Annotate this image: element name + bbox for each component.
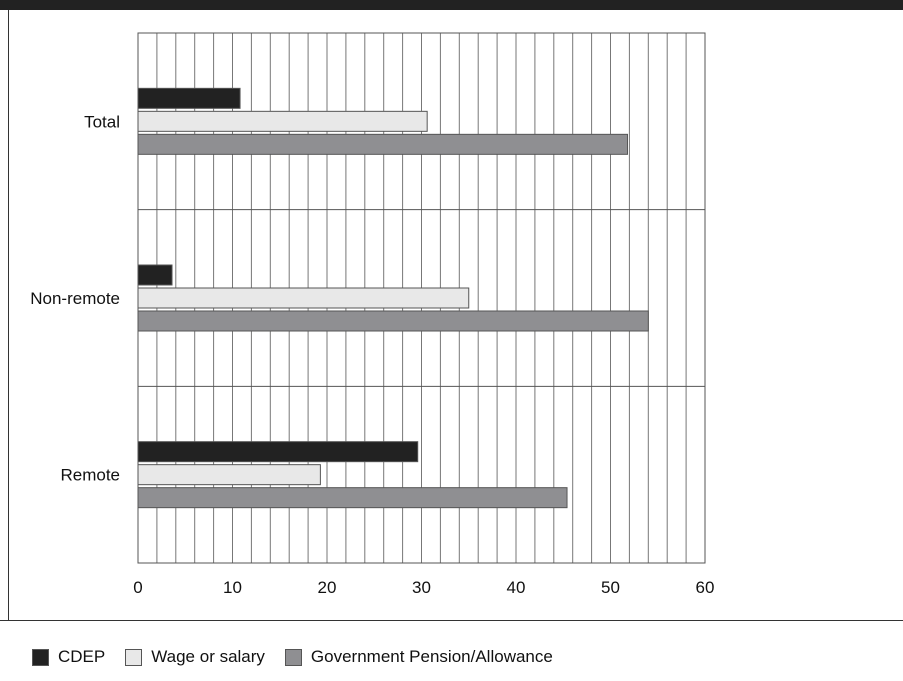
legend-swatch-pension [284,648,302,666]
x-tick-label: 40 [507,578,526,597]
x-tick-label: 10 [223,578,242,597]
legend-label-wage: Wage or salary [151,647,265,666]
legend-swatch-wage [125,648,143,666]
bar-non-remote-cdep [137,264,173,286]
bar-total-cdep [137,87,241,109]
category-label: Total [84,112,120,131]
bar-remote-wage-or-salary [137,464,321,486]
legend-item-cdep: CDEP [32,647,105,667]
legend: CDEP Wage or salary Government Pension/A… [32,645,573,669]
bar-non-remote-wage-or-salary [137,287,470,309]
legend-separator [0,620,903,621]
left-border [8,10,9,620]
bar-total-government-pension-allowance [137,133,629,155]
bar-remote-government-pension-allowance [137,487,568,509]
bar-remote-cdep [137,441,419,463]
x-tick-label: 20 [318,578,337,597]
legend-label-cdep: CDEP [58,647,106,666]
x-tick-label: 50 [601,578,620,597]
legend-item-pension: Government Pension/Allowance [284,647,553,667]
category-label: Non-remote [30,289,120,308]
top-border [0,0,903,10]
bar-total-wage-or-salary [137,110,428,132]
x-tick-label: 60 [696,578,715,597]
legend-label-pension: Government Pension/Allowance [310,647,553,666]
legend-swatch-cdep [32,648,49,666]
bar-non-remote-government-pension-allowance [137,310,649,332]
bar-chart: Total Non-remote Remote 0 10 20 30 40 50 60 [30,32,715,597]
category-label: Remote [60,466,120,485]
legend-item-wage: Wage or salary [125,647,265,667]
x-tick-label: 0 [133,578,142,597]
x-tick-label: 30 [412,578,431,597]
